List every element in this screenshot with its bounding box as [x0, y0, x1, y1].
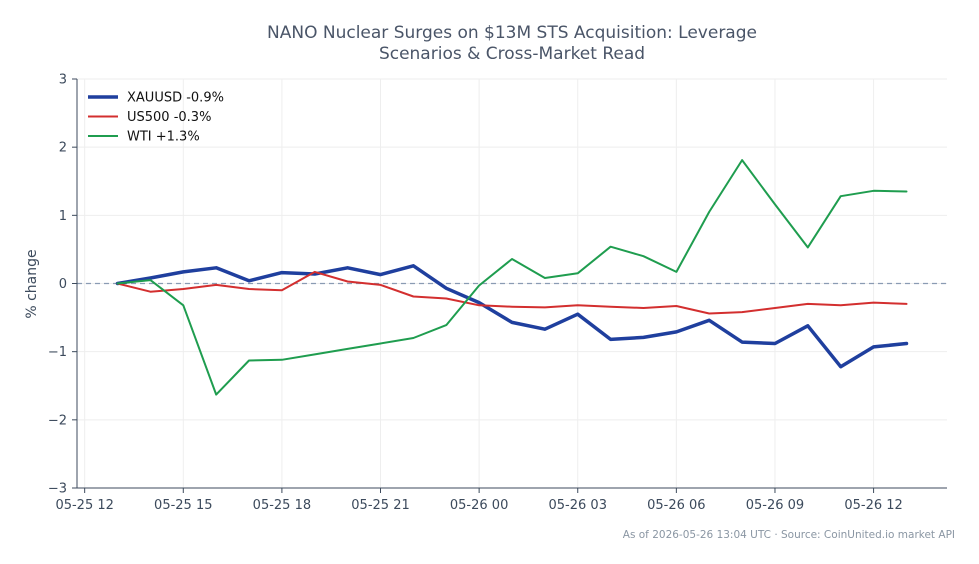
y-tick-label-1: 2	[59, 141, 67, 156]
y-tick-label-2: 1	[59, 209, 67, 224]
y-axis-label: % change	[24, 249, 40, 318]
y-tick-label-6: −3	[48, 482, 67, 497]
x-tick-label-4: 05-26 00	[450, 498, 508, 513]
x-tick-label-2: 05-25 18	[253, 498, 311, 513]
series-line-1	[116, 270, 908, 315]
x-tick-label-8: 05-26 12	[844, 498, 902, 513]
y-tick-label-4: −1	[48, 345, 67, 360]
chart-title-line-2: Scenarios & Cross-Market Read	[379, 44, 645, 64]
chart-title: NANO Nuclear Surges on $13M STS Acquisit…	[267, 23, 757, 64]
legend-label-2: WTI +1.3%	[127, 130, 200, 145]
grid	[77, 78, 947, 489]
series-lines	[115, 159, 909, 396]
legend: XAUUSD -0.9% US500 -0.3% WTI +1.3%	[88, 91, 224, 145]
x-tick-label-6: 05-26 06	[647, 498, 705, 513]
series-line-2	[116, 159, 908, 396]
y-tick-label-3: 0	[59, 277, 67, 292]
legend-label-0: XAUUSD -0.9%	[127, 91, 224, 106]
x-tick-label-7: 05-26 09	[746, 498, 804, 513]
series-line-0	[115, 264, 909, 369]
y-tick-label-0: 3	[59, 73, 67, 88]
legend-label-1: US500 -0.3%	[127, 110, 211, 125]
y-axis-ticks: 3 2 1 0 −1 −2 −3	[48, 73, 77, 497]
x-tick-label-3: 05-25 21	[351, 498, 409, 513]
chart-title-line-1: NANO Nuclear Surges on $13M STS Acquisit…	[267, 23, 757, 43]
footer-note: As of 2026-05-26 13:04 UTC · Source: Coi…	[623, 529, 955, 541]
x-axis-ticks: 05-25 12 05-25 15 05-25 18 05-25 21 05-26 00…	[55, 488, 903, 513]
x-tick-label-5: 05-26 03	[549, 498, 607, 513]
y-tick-label-5: −2	[48, 413, 67, 428]
x-tick-label-1: 05-25 15	[154, 498, 212, 513]
x-tick-label-0: 05-25 12	[55, 498, 113, 513]
